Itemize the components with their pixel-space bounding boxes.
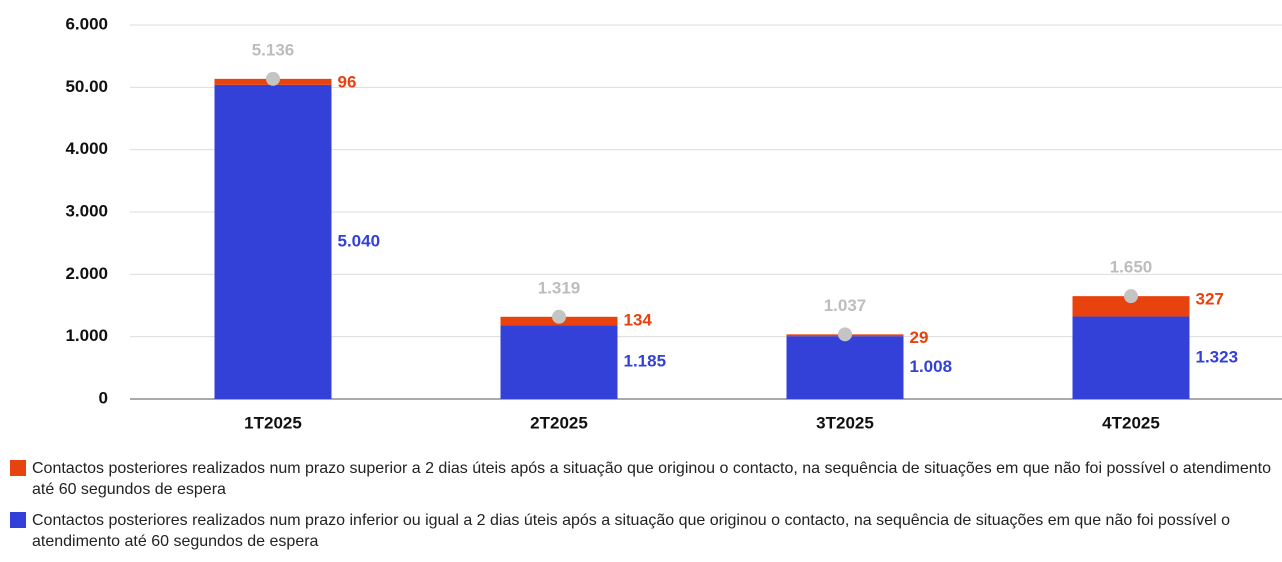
total-marker: [1124, 289, 1138, 304]
x-tick-label: 3T2025: [816, 413, 874, 432]
data-label: 5.040: [338, 231, 381, 250]
legend-swatch: [10, 460, 26, 476]
chart: 0 1.000 2.000 3.000 4.000 50.00 6.000 1T2025 5.0…: [65, 14, 1282, 432]
legend-item: Contactos posteriores realizados num pra…: [10, 510, 1272, 552]
legend-item: Contactos posteriores realizados num pra…: [10, 458, 1272, 500]
x-tick-label: 4T2025: [1102, 413, 1160, 432]
data-label: 327: [1196, 290, 1224, 309]
y-tick-label: 3.000: [65, 201, 108, 220]
data-label: 96: [338, 72, 357, 91]
total-marker: [838, 327, 852, 342]
legend-label: Contactos posteriores realizados num pra…: [32, 512, 1231, 550]
bar-segment: [786, 336, 904, 399]
data-label: 134: [624, 310, 653, 329]
legend-label: Contactos posteriores realizados num pra…: [32, 460, 1271, 498]
total-label: 1.319: [538, 278, 581, 297]
bar-segment: [214, 84, 332, 399]
bar-segment: [1072, 316, 1190, 399]
legend: Contactos posteriores realizados num pra…: [10, 458, 1272, 562]
data-label: 1.323: [1196, 347, 1239, 366]
data-label: 1.008: [910, 357, 953, 376]
x-tick-label: 2T2025: [530, 413, 588, 432]
y-tick-label: 0: [99, 388, 108, 407]
y-tick-label: 50.00: [65, 77, 108, 96]
data-label: 1.185: [624, 352, 667, 371]
y-tick-label: 6.000: [65, 14, 108, 33]
total-label: 1.037: [824, 296, 867, 315]
x-tick-label: 1T2025: [244, 413, 302, 432]
legend-swatch: [10, 512, 26, 528]
total-label: 5.136: [252, 40, 295, 59]
total-marker: [552, 309, 566, 324]
bar-segment: [1072, 296, 1190, 317]
bar-segment: [500, 325, 618, 399]
y-tick-label: 4.000: [65, 139, 108, 158]
data-label: 29: [910, 328, 929, 347]
total-marker: [266, 71, 280, 86]
y-tick-label: 2.000: [65, 264, 108, 283]
total-label: 1.650: [1110, 258, 1153, 277]
y-tick-label: 1.000: [65, 326, 108, 345]
